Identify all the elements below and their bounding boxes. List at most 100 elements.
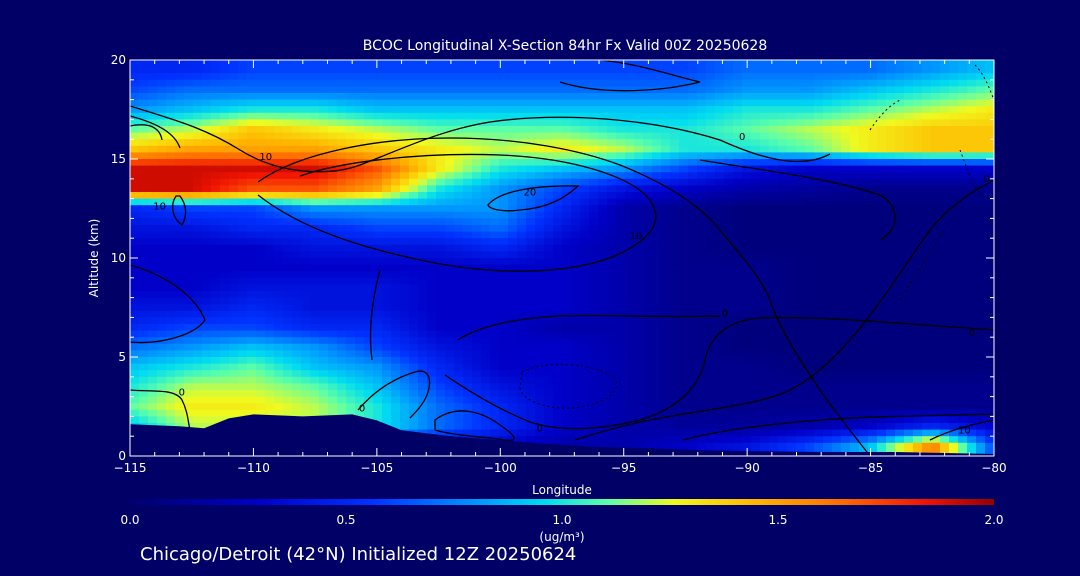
heatmap-cell xyxy=(940,73,950,81)
heatmap-cell xyxy=(652,383,662,391)
heatmap-cell xyxy=(940,284,950,292)
heatmap-cell xyxy=(409,357,419,365)
heatmap-cell xyxy=(607,152,617,160)
heatmap-cell xyxy=(418,271,428,279)
heatmap-cell xyxy=(913,383,923,391)
heatmap-cell xyxy=(895,126,905,134)
heatmap-cell xyxy=(220,211,230,219)
heatmap-cell xyxy=(499,93,509,101)
heatmap-cell xyxy=(499,337,509,345)
heatmap-cell xyxy=(508,350,518,358)
heatmap-cell xyxy=(535,192,545,200)
heatmap-cell xyxy=(859,145,869,153)
heatmap-cell xyxy=(454,330,464,338)
heatmap-cell xyxy=(175,198,185,206)
heatmap-cell xyxy=(427,145,437,153)
heatmap-cell xyxy=(913,390,923,398)
heatmap-cell xyxy=(517,60,527,68)
heatmap-cell xyxy=(634,304,644,312)
heatmap-cell xyxy=(292,225,302,233)
heatmap-cell xyxy=(265,350,275,358)
heatmap-cell xyxy=(364,330,374,338)
heatmap-cell xyxy=(184,370,194,378)
heatmap-cell xyxy=(688,132,698,140)
heatmap-cell xyxy=(535,132,545,140)
heatmap-cell xyxy=(688,284,698,292)
heatmap-cell xyxy=(850,159,860,167)
heatmap-cell xyxy=(580,205,590,213)
heatmap-cell xyxy=(526,152,536,160)
heatmap-cell xyxy=(292,231,302,239)
heatmap-cell xyxy=(364,258,374,266)
heatmap-cell xyxy=(247,159,257,167)
heatmap-cell xyxy=(886,192,896,200)
heatmap-cell xyxy=(472,66,482,74)
heatmap-cell xyxy=(940,211,950,219)
heatmap-cell xyxy=(229,198,239,206)
heatmap-cell xyxy=(292,119,302,127)
heatmap-cell xyxy=(985,297,994,305)
heatmap-cell xyxy=(490,198,500,206)
heatmap-cell xyxy=(553,258,563,266)
heatmap-cell xyxy=(796,185,806,193)
heatmap-cell xyxy=(382,79,392,87)
heatmap-cell xyxy=(985,211,994,219)
heatmap-cell xyxy=(445,291,455,299)
heatmap-cell xyxy=(877,324,887,332)
heatmap-cell xyxy=(985,251,994,259)
heatmap-cell xyxy=(607,330,617,338)
heatmap-cell xyxy=(616,291,626,299)
heatmap-cell xyxy=(346,244,356,252)
heatmap-cell xyxy=(301,330,311,338)
heatmap-cell xyxy=(283,159,293,167)
heatmap-cell xyxy=(985,277,994,285)
heatmap-cell xyxy=(427,73,437,81)
heatmap-cell xyxy=(868,277,878,285)
heatmap-cell xyxy=(481,139,491,147)
heatmap-cell xyxy=(157,238,167,246)
heatmap-cell xyxy=(490,291,500,299)
heatmap-cell xyxy=(616,112,626,120)
heatmap-cell xyxy=(841,231,851,239)
heatmap-cell xyxy=(535,244,545,252)
heatmap-cell xyxy=(517,192,527,200)
heatmap-cell xyxy=(166,264,176,272)
heatmap-cell xyxy=(661,198,671,206)
heatmap-cell xyxy=(256,205,266,213)
heatmap-cell xyxy=(229,132,239,140)
heatmap-cell xyxy=(715,86,725,94)
heatmap-cell xyxy=(364,357,374,365)
heatmap-cell xyxy=(472,159,482,167)
heatmap-cell xyxy=(760,139,770,147)
heatmap-cell xyxy=(634,324,644,332)
heatmap-cell xyxy=(940,370,950,378)
heatmap-cell xyxy=(751,152,761,160)
heatmap-cell xyxy=(940,185,950,193)
heatmap-cell xyxy=(868,126,878,134)
heatmap-cell xyxy=(931,152,941,160)
heatmap-cell xyxy=(166,60,176,68)
heatmap-cell xyxy=(445,145,455,153)
heatmap-cell xyxy=(301,172,311,180)
heatmap-cell xyxy=(967,112,977,120)
heatmap-cell xyxy=(796,178,806,186)
heatmap-cell xyxy=(625,363,635,371)
heatmap-cell xyxy=(679,284,689,292)
heatmap-cell xyxy=(535,258,545,266)
heatmap-cell xyxy=(814,211,824,219)
heatmap-cell xyxy=(598,244,608,252)
heatmap-cell xyxy=(310,343,320,351)
heatmap-cell xyxy=(598,390,608,398)
heatmap-cell xyxy=(688,396,698,404)
heatmap-cell xyxy=(589,225,599,233)
heatmap-cell xyxy=(877,343,887,351)
heatmap-cell xyxy=(985,370,994,378)
heatmap-cell xyxy=(652,205,662,213)
heatmap-cell xyxy=(688,145,698,153)
heatmap-cell xyxy=(778,264,788,272)
heatmap-cell xyxy=(715,126,725,134)
heatmap-cell xyxy=(598,159,608,167)
heatmap-cell xyxy=(733,231,743,239)
heatmap-cell xyxy=(436,383,446,391)
heatmap-cell xyxy=(841,317,851,325)
